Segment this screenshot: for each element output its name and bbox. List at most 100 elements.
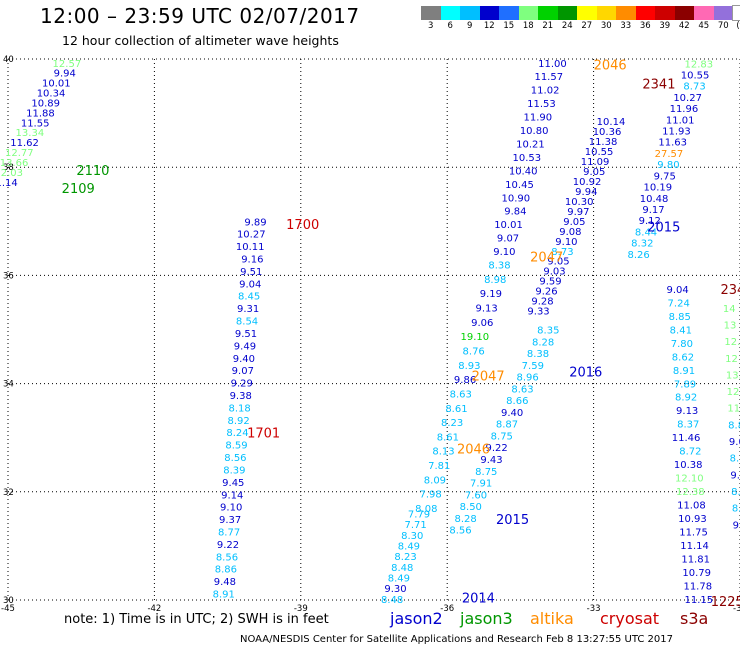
wave-height-value: 12 — [727, 387, 740, 398]
wave-height-value: 8.48 — [391, 563, 413, 574]
color-scale-label: 15 — [503, 21, 515, 31]
wave-height-value: 10.92 — [573, 177, 602, 188]
wave-height-value: 8.73 — [683, 82, 705, 93]
wave-height-value: 10.38 — [674, 460, 703, 471]
wave-height-value: 9.10 — [555, 237, 577, 248]
wave-height-value: 10.55 — [585, 147, 614, 158]
color-scale-label: 18 — [522, 21, 534, 31]
wave-height-value: 12.10 — [675, 474, 704, 485]
wave-height-value: 9.07 — [232, 366, 254, 377]
wave-height-value: 7.80 — [671, 339, 693, 350]
wave-height-value: 10.01 — [42, 79, 71, 90]
wave-height-value: 8.72 — [679, 447, 701, 458]
pass-label: 2341 — [720, 283, 740, 298]
wave-height-value: 14 — [723, 304, 736, 315]
color-swatch — [694, 6, 714, 20]
wave-height-value: 12.57 — [53, 59, 82, 70]
pass-label: 2015 — [647, 221, 680, 236]
wave-height-value: 9.97 — [567, 207, 589, 218]
wave-height-value: 10.36 — [593, 127, 622, 138]
map-title: 12:00 – 23:59 UTC 02/07/2017 — [40, 4, 360, 28]
legend-cryosat: cryosat — [600, 609, 660, 628]
wave-height-value: 11.57 — [534, 72, 563, 83]
color-scale-label: 42 — [678, 21, 690, 31]
wave-height-value: 9.51 — [235, 329, 257, 340]
wave-height-value: 7.89 — [674, 379, 696, 390]
legend-jason2: jason2 — [390, 609, 443, 628]
wave-height-value: 8.76 — [463, 347, 485, 358]
wave-height-value: 11.62 — [10, 138, 39, 149]
wave-height-value: 9.16 — [241, 255, 263, 266]
wave-height-value: 12 — [725, 354, 738, 365]
color-swatch — [635, 6, 655, 20]
wave-height-value: 13.66 — [0, 158, 28, 169]
credit-line: NOAA/NESDIS Center for Satellite Applica… — [240, 634, 673, 645]
wave-height-value: 9.10 — [220, 503, 242, 514]
color-swatch — [460, 6, 480, 20]
wave-height-value: 8.39 — [223, 465, 245, 476]
color-scale-label: 12 — [483, 21, 495, 31]
wave-height-value: 8.28 — [455, 514, 477, 525]
wave-height-value: 9.14 — [221, 490, 243, 501]
wave-height-value: 11.90 — [523, 113, 552, 124]
lat-tick-label: 30 — [3, 596, 14, 606]
color-scale-label: 70 — [717, 21, 729, 31]
wave-height-value: 11.15 — [685, 595, 714, 606]
color-scale-label: 24 — [561, 21, 573, 31]
wave-height-value: 9.22 — [486, 443, 508, 454]
wave-height-value: 8.85 — [669, 312, 691, 323]
lat-tick-label: 40 — [3, 55, 14, 65]
wave-height-value: 10.40 — [509, 166, 538, 177]
color-scale-label: 45 — [698, 21, 710, 31]
color-swatch — [616, 6, 636, 20]
lat-tick-label: 32 — [3, 488, 14, 498]
wave-height-value: 11.02 — [531, 86, 560, 97]
wave-height-value: 9.89 — [244, 217, 266, 228]
pass-label: 2341 — [642, 77, 675, 92]
wave-height-value: 7.79 — [408, 509, 430, 520]
wave-height-value: 9.75 — [654, 171, 676, 182]
wave-height-value: 8.66 — [506, 396, 528, 407]
wave-height-value: 9.13 — [475, 304, 497, 315]
color-scale-label: 30 — [600, 21, 612, 31]
pass-label: 1225 — [711, 595, 740, 610]
lon-tick-label: -42 — [147, 604, 161, 614]
lon-tick-label: -39 — [294, 604, 308, 614]
wave-height-value: 9.13 — [676, 406, 698, 417]
wave-height-value: 8.56 — [224, 453, 246, 464]
wave-height-value: 11.14 — [680, 541, 709, 552]
wave-height-value: 10.27 — [237, 230, 266, 241]
wave-height-value: 8.62 — [672, 352, 694, 363]
wave-height-value: 8.23 — [394, 552, 416, 563]
wave-height-value: 9.12 — [639, 216, 661, 227]
wave-height-value: 8.08 — [415, 504, 437, 515]
wave-height-value: 11.14 — [0, 178, 18, 189]
wave-height-value: 9.05 — [547, 257, 569, 268]
wave-height-value: 10.79 — [682, 568, 711, 579]
wave-height-value: 12.83 — [685, 59, 714, 70]
wave-height-value: 9.08 — [559, 227, 581, 238]
wave-height-value: 10.11 — [236, 242, 265, 253]
wave-height-value: 8.44 — [635, 227, 657, 238]
wave-height-value: 9.04 — [666, 285, 688, 296]
color-scale-label: 9 — [467, 21, 473, 31]
color-scale-bar — [421, 5, 740, 21]
lon-tick-label: -30 — [733, 604, 740, 614]
wave-height-value: 9. — [733, 520, 740, 531]
pass-label: 2110 — [76, 164, 109, 179]
pass-label: 2016 — [569, 366, 602, 381]
wave-height-value: 10.45 — [505, 180, 534, 191]
color-swatch — [577, 6, 597, 20]
wave-height-value: 11.92 — [727, 404, 740, 415]
wave-height-value: 8.98 — [484, 275, 506, 286]
color-swatch — [538, 6, 558, 20]
wave-height-value: 8.61 — [445, 404, 467, 415]
pass-label: 2015 — [496, 513, 529, 528]
wave-height-value: 9.04 — [239, 279, 261, 290]
lon-tick-label: -36 — [440, 604, 454, 614]
wave-height-value: 12.8 — [724, 337, 740, 348]
wave-height-value: 7.71 — [404, 520, 426, 531]
lon-tick-label: -33 — [587, 604, 601, 614]
wave-height-value: 11.78 — [683, 581, 712, 592]
wave-height-value: 13.3 — [726, 370, 740, 381]
